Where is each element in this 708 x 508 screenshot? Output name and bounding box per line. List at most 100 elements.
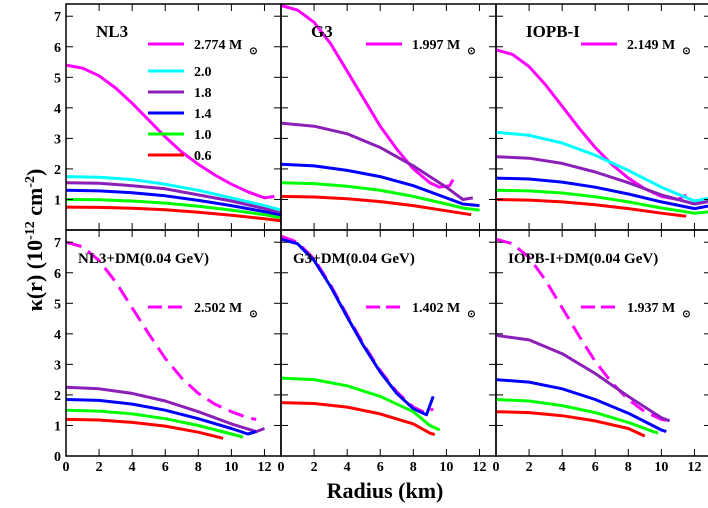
series-line-1.8 [495, 333, 671, 423]
x-tick-label: 0 [493, 460, 500, 475]
series-line-0.6 [495, 410, 646, 438]
panel-title: IOPB-I+DM(0.04 GeV) [508, 251, 658, 267]
x-tick-label: 2 [96, 460, 103, 475]
x-tick-label: 8 [625, 460, 632, 475]
series-line-1.4 [495, 378, 667, 434]
x-tick-label: 4 [344, 460, 351, 475]
legend-label: 1.8 [194, 86, 212, 101]
y-tick-label: 7 [54, 10, 61, 25]
x-tick-label: 10 [439, 460, 453, 475]
x-tick-label: 8 [195, 460, 202, 475]
x-axis-label: Radius (km) [327, 478, 444, 503]
series-line-0.6 [280, 194, 472, 217]
series-line-1.4 [280, 162, 480, 208]
y-tick-label: 4 [54, 328, 61, 343]
series-line-1.997M [280, 4, 455, 189]
legend-label-max-mass: 2.774 M [194, 38, 242, 53]
series-line-1.0 [65, 198, 282, 220]
legend-label-max-mass: 1.937 M [627, 301, 675, 316]
x-tick-label: 10 [654, 460, 668, 475]
x-tick-label: 0 [63, 460, 70, 475]
legend-label: 2.0 [194, 65, 212, 80]
series-line-1.0 [65, 408, 244, 439]
series-line-1.4 [495, 176, 708, 211]
series-line-1.937M [495, 237, 670, 423]
y-label-close: ) [22, 169, 47, 176]
series-line-0.6 [65, 205, 282, 223]
y-tick-label: 1 [54, 419, 61, 434]
x-tick-label: 4 [559, 460, 566, 475]
series-line-0.6 [65, 417, 224, 440]
legend-label: 1.0 [194, 128, 212, 143]
y-tick-label: 3 [54, 132, 61, 147]
series-line-2.502M [65, 240, 257, 421]
y-label-exp1: -12 [23, 221, 38, 240]
series-line-1.8 [495, 155, 708, 206]
panel-1: 1 2 3 4 5 6 7 NL3 2.774 M ⊙ 2.0 1.8 1.4 1.0 0.6 [54, 3, 282, 231]
sun-symbol-icon: ⊙ [467, 309, 475, 320]
sun-symbol-icon: ⊙ [467, 46, 475, 57]
y-label-main: κ(r) (10 [22, 240, 47, 311]
x-tick-label: 12 [687, 460, 701, 475]
y-label-exp2: -2 [23, 176, 38, 188]
panel-2: G3 1.997 M ⊙ [280, 3, 497, 231]
y-tick-label: 0 [54, 450, 61, 465]
x-tick-label: 2 [311, 460, 318, 475]
x-tick-label: 4 [129, 460, 136, 475]
x-tick-label: 10 [224, 460, 238, 475]
series-line-1.0 [280, 376, 441, 432]
series-line-0.6 [280, 401, 436, 437]
panel-frame [495, 229, 708, 457]
sun-symbol-icon: ⊙ [682, 46, 690, 57]
panel-title: NL3 [96, 22, 128, 41]
panel-title: G3+DM(0.04 GeV) [293, 251, 415, 267]
series-line-1.4 [280, 237, 435, 417]
x-tick-label: 2 [526, 460, 533, 475]
series-line-2.774M [65, 63, 275, 200]
x-tick-label: 6 [592, 460, 599, 475]
y-label-unit: cm [22, 188, 47, 222]
series-line-1.8 [280, 121, 474, 201]
legend-label-max-mass: 1.402 M [412, 301, 460, 316]
panel-3: IOPB-I 2.149 M ⊙ [495, 3, 708, 231]
legend-label-max-mass: 1.997 M [412, 38, 460, 53]
series-line-1.8 [65, 181, 282, 215]
legend-label-max-mass: 2.149 M [627, 38, 675, 53]
y-axis-label: κ(r) (10-12 cm-2) [22, 169, 47, 312]
panel-5: 0 2 4 6 8 10 12 G3+DM(0.04 GeV) 1.402 M ⊙ [278, 229, 497, 475]
series-line-2.0 [495, 130, 708, 203]
legend-label: 0.6 [194, 149, 212, 164]
panel-title: NL3+DM(0.04 GeV) [78, 251, 209, 267]
series-line-2.0 [65, 175, 282, 212]
sun-symbol-icon: ⊙ [249, 309, 257, 320]
panel-6: 0 2 4 6 8 10 12 IOPB-I+DM(0.04 GeV) 1.937 M ⊙ [493, 229, 708, 475]
legend-label: 1.4 [194, 107, 212, 122]
sun-symbol-icon: ⊙ [249, 46, 257, 57]
y-tick-label: 2 [54, 163, 61, 178]
y-tick-label: 6 [54, 41, 61, 56]
y-tick-label: 3 [54, 358, 61, 373]
sun-symbol-icon: ⊙ [682, 309, 690, 320]
panel-title: G3 [311, 22, 333, 41]
x-tick-label: 0 [278, 460, 285, 475]
y-tick-label: 2 [54, 389, 61, 404]
x-tick-label: 8 [410, 460, 417, 475]
x-tick-label: 12 [472, 460, 486, 475]
legend-label-max-mass: 2.502 M [194, 301, 242, 316]
series-line-1.4 [65, 398, 257, 436]
x-tick-label: 6 [162, 460, 169, 475]
series-line-0.6 [495, 198, 687, 218]
panel-title: IOPB-I [526, 22, 580, 41]
series-line-1.4 [65, 188, 282, 217]
y-tick-label: 4 [54, 102, 61, 117]
series-line-1.0 [280, 181, 480, 212]
x-tick-label: 12 [257, 460, 271, 475]
series-line-1.0 [495, 398, 659, 435]
x-tick-label: 6 [377, 460, 384, 475]
y-tick-label: 7 [54, 236, 61, 251]
y-tick-label: 1 [54, 193, 61, 208]
y-tick-label: 6 [54, 267, 61, 282]
